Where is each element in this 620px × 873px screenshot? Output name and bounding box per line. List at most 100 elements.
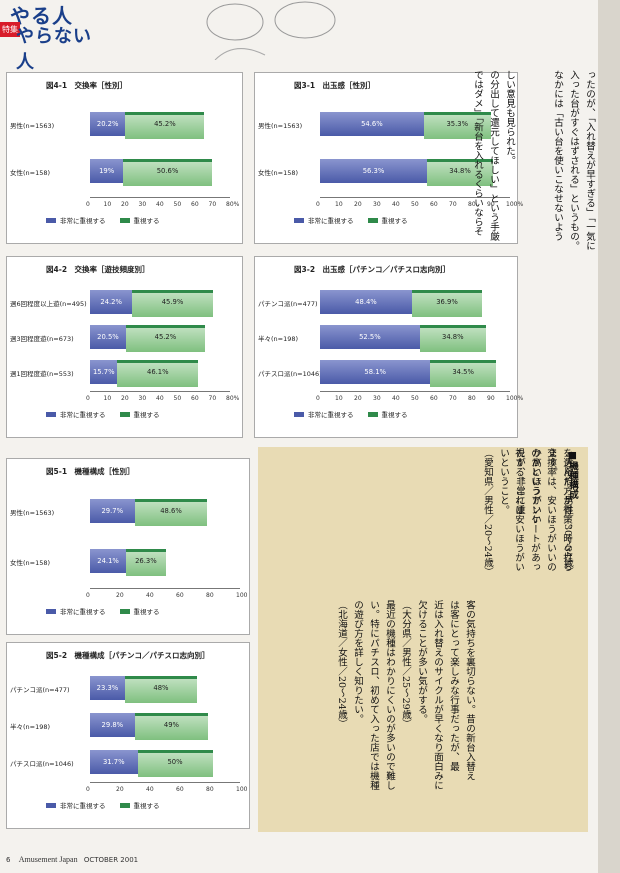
x-tick-label: 100 bbox=[236, 786, 248, 793]
bar-very-important bbox=[320, 159, 427, 184]
box-heading: ■機種構成 bbox=[567, 450, 578, 499]
row-label: 半々(n=198) bbox=[10, 723, 51, 731]
adjacent-page-edge bbox=[598, 0, 620, 873]
text-line: の分出して還元してほしい」という手厳 bbox=[488, 70, 499, 241]
x-tick-label: 100 bbox=[236, 592, 248, 599]
row-label: 週1回程度遊(n=553) bbox=[10, 369, 74, 378]
legend-swatch-important bbox=[119, 217, 130, 223]
x-tick-label: 60 bbox=[430, 395, 438, 402]
x-tick-label: 80 bbox=[468, 201, 476, 208]
value-label-b: 34.8% bbox=[442, 332, 464, 341]
bar-very-important bbox=[90, 713, 135, 737]
value-label-a: 52.5% bbox=[359, 332, 381, 341]
x-tick-label: 70 bbox=[208, 395, 217, 402]
text-line: を選んだ方が得策。時々打ちます。 bbox=[546, 448, 572, 572]
x-tick-label: 50 bbox=[173, 395, 182, 402]
legend-label-important: 重視する bbox=[381, 217, 408, 225]
legend-label-important: 重視する bbox=[381, 411, 408, 419]
x-tick-label: 30 bbox=[138, 201, 147, 208]
chart-panel bbox=[6, 458, 250, 635]
value-label-a: 31.7% bbox=[102, 757, 125, 766]
bar-important bbox=[423, 111, 491, 139]
legend-label-important: 重視する bbox=[133, 217, 160, 225]
text-line: （大阪府／男性／30〜34歳） bbox=[562, 448, 573, 577]
bar-very-important bbox=[90, 676, 125, 701]
value-label-b: 45.2% bbox=[154, 332, 177, 341]
x-axis bbox=[320, 197, 510, 198]
x-tick-label: 100% bbox=[506, 395, 524, 402]
bar-important bbox=[137, 749, 213, 777]
x-tick-label: 50 bbox=[411, 201, 419, 208]
legend-swatch-important bbox=[119, 802, 130, 808]
x-tick-label: 0 bbox=[316, 395, 320, 402]
text-line: のかというアンケートがあったが、非常に重 bbox=[514, 448, 540, 572]
chart-legend: 非常に重視する 重視する bbox=[46, 800, 170, 810]
text-line: 最近の機種はわかりにくいのが多いので難し bbox=[384, 600, 395, 790]
value-label-b: 50% bbox=[167, 757, 183, 766]
text-line: ったのが、「入れ替えが早すぎる」「一気に bbox=[584, 70, 595, 251]
value-label-a: 54.6% bbox=[361, 119, 383, 128]
x-tick-label: 0 bbox=[86, 786, 90, 793]
value-label-b: 48% bbox=[153, 684, 169, 693]
x-tick-label: 70 bbox=[449, 395, 457, 402]
x-tick-label: 30 bbox=[373, 201, 381, 208]
row-label: 女性(n=158) bbox=[10, 169, 51, 178]
bar-very-important bbox=[320, 289, 412, 314]
x-tick-label: 20 bbox=[116, 786, 124, 793]
x-tick-label: 10 bbox=[103, 201, 112, 208]
value-label-b: 45.9% bbox=[161, 297, 184, 306]
chart-title: 図5-2 機種構成［パチンコ／パチスロ志向別］ bbox=[46, 651, 210, 660]
x-tick-label: 70 bbox=[208, 201, 217, 208]
issue-label: OCTOBER 2001 bbox=[83, 856, 139, 864]
value-label-b: 49% bbox=[163, 721, 179, 729]
bar-very-important bbox=[90, 324, 126, 349]
bar-important bbox=[124, 676, 197, 704]
row-label: 週3回程度遊(n=673) bbox=[10, 334, 74, 343]
legend-label-very-important: 非常に重視する bbox=[60, 802, 106, 810]
bar-important bbox=[123, 159, 212, 187]
x-tick-label: 40 bbox=[156, 395, 164, 402]
bar-very-important bbox=[320, 324, 420, 349]
row-label: 半々(n=198) bbox=[258, 334, 299, 343]
x-tick-label: 40 bbox=[146, 786, 154, 793]
value-label-b: 50.6% bbox=[156, 167, 179, 176]
x-tick-label: 50 bbox=[173, 201, 182, 208]
text-line: しい意見も見られた。 bbox=[504, 70, 515, 165]
text-line: の遊び方を詳しく知りたい。 bbox=[352, 600, 363, 724]
bar-important bbox=[125, 111, 205, 139]
value-label-a: 20.2% bbox=[96, 119, 119, 128]
legend-label-very-important: 非常に重視する bbox=[60, 608, 106, 616]
x-tick-label: 80 bbox=[206, 592, 214, 599]
x-tick-label: 20 bbox=[121, 201, 129, 208]
text-line: 交換率は、安いほうがいいのか高いほうがいい bbox=[530, 448, 556, 572]
text-line: （北海道／女性／20〜24歳） bbox=[336, 600, 347, 729]
chart-legend: 非常に重視する 重視する bbox=[46, 215, 170, 225]
comments-box bbox=[258, 447, 588, 832]
chart-legend: 非常に重視する 重視する bbox=[294, 215, 418, 225]
x-tick-label: 40 bbox=[146, 592, 154, 599]
value-label-b: 34.8% bbox=[449, 167, 471, 176]
row-label: パチンコ派(n=477) bbox=[258, 299, 318, 308]
x-tick-label: 60 bbox=[176, 786, 184, 793]
x-tick-label: 10 bbox=[335, 395, 343, 402]
x-axis bbox=[90, 782, 240, 783]
x-tick-label: 0 bbox=[86, 395, 90, 402]
x-axis bbox=[320, 391, 510, 392]
value-label-b: 34.5% bbox=[452, 367, 474, 376]
row-label: パチスロ派(n=1046) bbox=[258, 369, 320, 378]
x-tick-label: 20 bbox=[354, 395, 362, 402]
value-label-a: 15.7% bbox=[92, 367, 115, 376]
value-label-a: 20.5% bbox=[97, 332, 119, 341]
text-line: ではダメ」「新台を入れるくらいならそ bbox=[472, 70, 483, 237]
x-tick-label: 30 bbox=[373, 395, 381, 402]
chart-legend: 非常に重視する 重視する bbox=[46, 409, 170, 419]
bar-very-important bbox=[90, 111, 126, 136]
magazine-name: Amusement Japan bbox=[18, 855, 78, 864]
text-line: 入った台がすぐはずされる」というもの。 bbox=[568, 70, 579, 251]
legend-swatch-very-important bbox=[46, 411, 56, 417]
text-line: なかには「古い台を使いこなせないよう bbox=[552, 70, 563, 241]
bar-important bbox=[134, 499, 208, 526]
chart-title: 図5-1 機種構成［性別］ bbox=[46, 467, 135, 476]
row-label: 男性(n=1563) bbox=[10, 509, 55, 517]
chart-panel bbox=[254, 72, 518, 244]
